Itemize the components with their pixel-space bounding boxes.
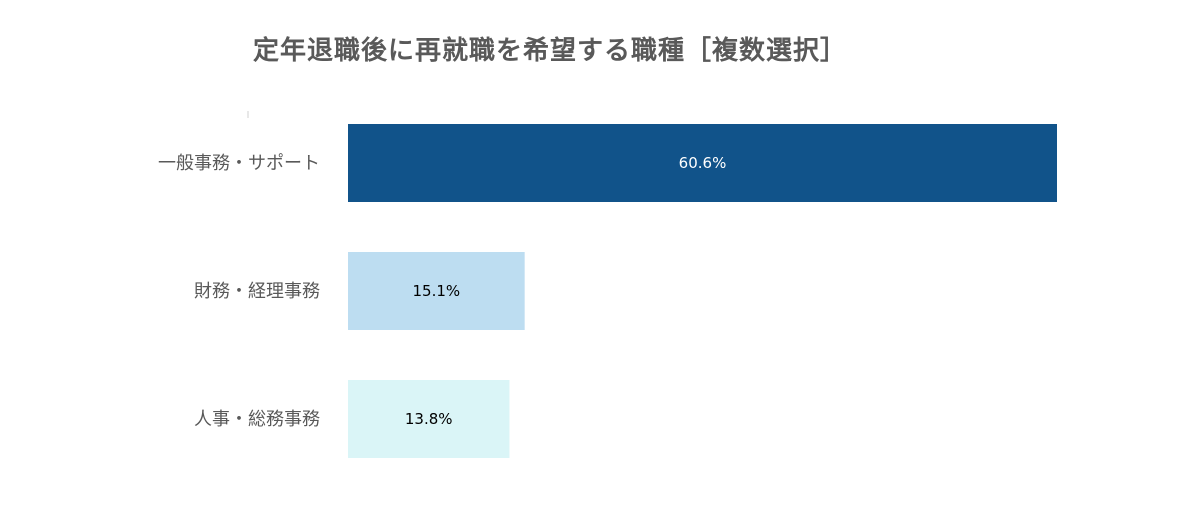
bar bbox=[348, 380, 510, 458]
bars-group: 一般事務・サポート 60.6% 財務・経理事務 15.1% 人事・総務事務 13.8% bbox=[158, 111, 1057, 458]
category-label: 人事・総務事務 bbox=[194, 409, 320, 430]
data-label: 60.6% bbox=[679, 154, 727, 172]
data-label: 13.8% bbox=[405, 410, 453, 428]
bar bbox=[348, 252, 525, 330]
bar bbox=[348, 124, 1057, 202]
data-label: 15.1% bbox=[413, 282, 461, 300]
category-label: 財務・経理事務 bbox=[194, 281, 320, 302]
category-label: 一般事務・サポート bbox=[158, 153, 320, 174]
chart-title: 定年退職後に再就職を希望する職種［複数選択］ bbox=[252, 36, 847, 66]
